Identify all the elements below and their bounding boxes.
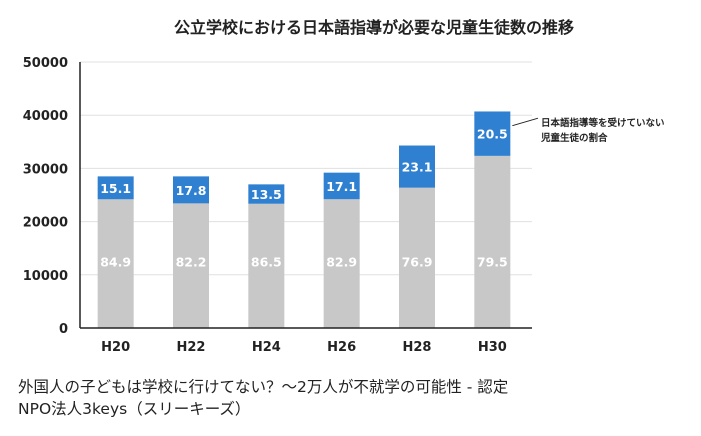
bar-label-upper: 17.8: [176, 183, 207, 198]
bar-label-lower: 76.9: [402, 255, 433, 270]
bar-label-upper: 23.1: [402, 160, 433, 175]
y-tick-label: 10000: [23, 269, 68, 284]
x-tick-label: H22: [177, 340, 206, 355]
bars: 84.9 15.1 82.2 17.8 86.5 13.5 82.9 17.1 76.9 23.1…: [97, 111, 511, 328]
bar-segment-lower: [399, 187, 435, 328]
x-tick-label: H28: [403, 340, 432, 355]
grid-layer: [80, 61, 532, 276]
bar-segment-lower: [474, 155, 511, 328]
bar-segment-upper: [97, 176, 134, 200]
y-tick-label: 0: [59, 322, 68, 337]
x-tick-label: H20: [101, 340, 130, 355]
x-tick-label: H30: [478, 340, 507, 355]
bar-label-upper: 20.5: [477, 127, 508, 142]
bar-segment-lower: [248, 203, 285, 328]
annotation-line1: 日本語指導等を受けていない: [541, 117, 665, 129]
caption-line2: NPO法人3keys（スリーキーズ）: [18, 400, 251, 418]
bar-segment-upper: [248, 184, 285, 204]
bar-label-upper: 15.1: [100, 181, 131, 196]
y-axis: 0 10000 20000 30000 40000 50000: [23, 56, 81, 337]
x-axis: H20 H22 H24 H26 H28 H30: [80, 327, 532, 355]
bar-label-lower: 82.9: [326, 255, 357, 270]
bar-label-upper: 13.5: [251, 187, 282, 202]
annotation-leader-line: [512, 117, 539, 127]
bar-segment-lower: [173, 203, 209, 328]
bar-label-lower: 84.9: [100, 255, 131, 270]
caption-line1: 外国人の子どもは学校に行けてない？〜2万人が不就学の可能性 - 認定: [18, 378, 509, 396]
y-tick-label: 40000: [23, 109, 68, 124]
bar-label-upper: 17.1: [326, 179, 357, 194]
y-tick-label: 30000: [23, 162, 68, 177]
bar-segment-upper: [323, 172, 360, 200]
chart: 公立学校における日本語指導が必要な児童生徒数の推移 0 10000 20000 300…: [23, 18, 665, 355]
chart-title: 公立学校における日本語指導が必要な児童生徒数の推移: [174, 18, 574, 37]
y-tick-label: 50000: [23, 56, 68, 71]
x-tick-label: H24: [252, 340, 281, 355]
bar-label-lower: 79.5: [477, 255, 508, 270]
annotation: 日本語指導等を受けていない 児童生徒の割合: [512, 117, 665, 144]
bar-label-lower: 86.5: [251, 255, 282, 270]
bar-segment-lower: [323, 199, 360, 328]
bar-segment-upper: [399, 145, 435, 188]
caption: 外国人の子どもは学校に行けてない？〜2万人が不就学の可能性 - 認定 NPO法人…: [18, 376, 688, 420]
x-tick-label: H26: [327, 340, 356, 355]
y-tick-label: 20000: [23, 216, 68, 231]
annotation-line2: 児童生徒の割合: [540, 132, 608, 144]
bar-label-lower: 82.2: [176, 255, 207, 270]
bar-segment-upper: [474, 111, 511, 156]
bar-segment-lower: [97, 199, 134, 328]
bar-segment-upper: [173, 176, 209, 204]
